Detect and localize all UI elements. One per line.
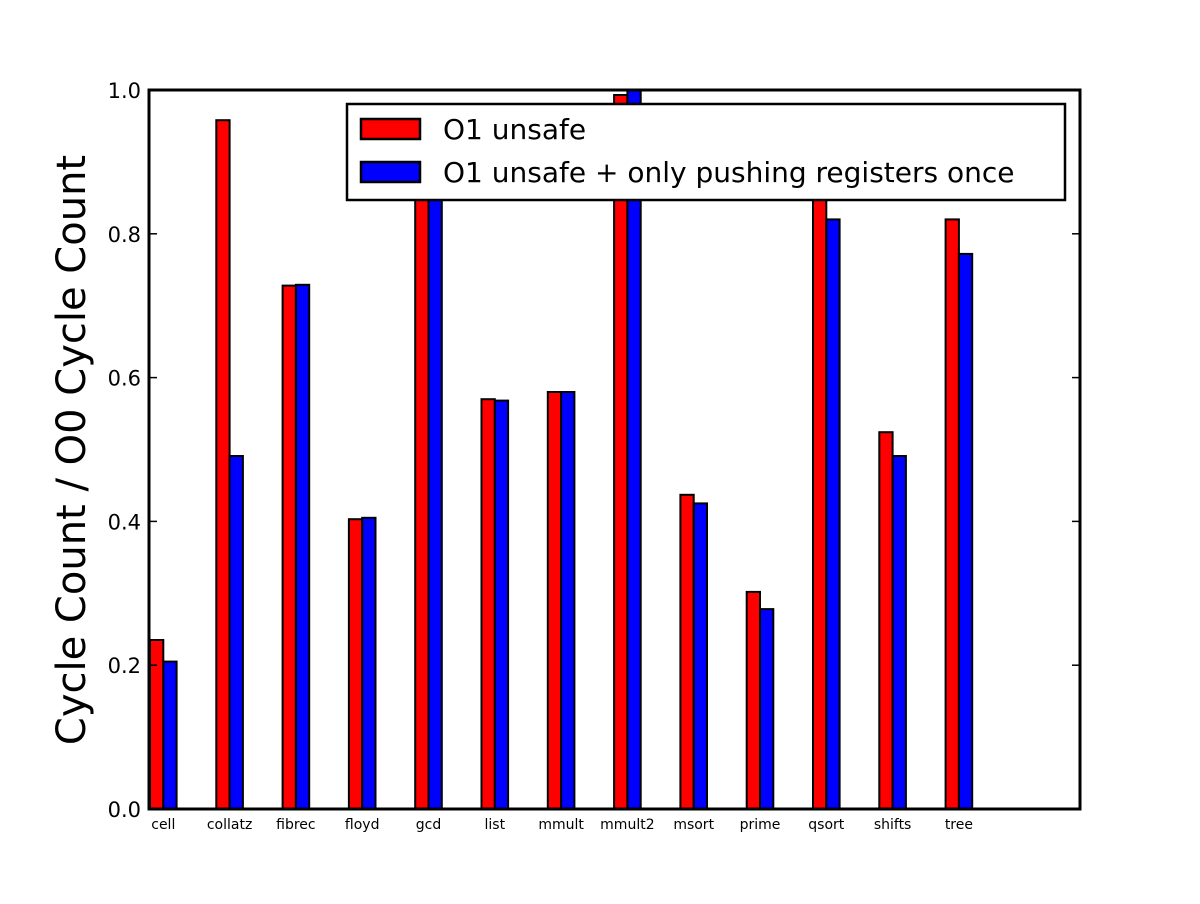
x-tick-label-floyd: floyd (345, 817, 380, 833)
bar-gcd-series-0 (414, 157, 430, 811)
bar-mmult-series-1 (560, 391, 576, 810)
bar-floyd-series-0 (347, 518, 364, 810)
bar-collatz-series-0 (215, 119, 231, 810)
x-tick-label-fibrec: fibrec (276, 817, 315, 833)
x-tick-label-cell: cell (151, 817, 175, 833)
x-tick-label-list: list (485, 817, 506, 833)
legend-label-o1-unsafe-push-once: O1 unsafe + only pushing registers once (443, 156, 1014, 189)
x-tick-label-mmult: mmult (538, 817, 584, 833)
y-axis-label: Cycle Count / O0 Cycle Count (49, 155, 95, 745)
bar-msort-series-0 (679, 493, 695, 810)
bar-mmult2-series-0 (613, 94, 629, 810)
bar-mmult-series-0 (546, 391, 563, 810)
bar-floyd-series-1 (361, 516, 377, 810)
bar-prime-series-0 (745, 590, 762, 811)
bar-list-series-1 (493, 399, 510, 810)
bar-prime-series-1 (759, 608, 775, 810)
y-tick-label-2: 0.4 (108, 510, 141, 534)
x-tick-label-qsort: qsort (808, 817, 845, 833)
y-tick-label-0: 0.0 (108, 798, 141, 822)
bar-list-series-0 (480, 398, 496, 810)
bar-msort-series-1 (692, 502, 709, 810)
legend-label-o1-unsafe: O1 unsafe (443, 113, 586, 146)
bar-qsort-series-0 (812, 175, 828, 811)
y-tick-label-4: 0.8 (108, 223, 141, 247)
legend-swatch-o1-unsafe (359, 117, 422, 141)
bar-qsort-series-1 (825, 218, 841, 810)
legend-box (345, 102, 1067, 202)
ticks-layer: cell collatz fibrec floyd gcd list mmult mmult2… (108, 79, 1080, 833)
bar-cell-series-1 (162, 660, 178, 810)
x-tick-label-prime: prime (740, 817, 781, 833)
x-tick-label-collatz: collatz (207, 817, 252, 833)
bar-shifts-series-0 (878, 431, 894, 810)
legend: O1 unsafe O1 unsafe + only pushing regis… (345, 102, 1067, 202)
x-tick-label-tree: tree (945, 817, 973, 833)
x-tick-label-gcd: gcd (416, 817, 441, 833)
y-tick-label-5: 1.0 (108, 79, 141, 103)
bar-tree-series-1 (957, 252, 974, 810)
plot-frame (147, 88, 1082, 811)
y-tick-label-3: 0.6 (108, 367, 141, 391)
bar-shifts-series-1 (891, 455, 907, 810)
x-tick-label-msort: msort (673, 817, 714, 833)
bar-fibrec-series-1 (294, 283, 311, 810)
bar-gcd-series-1 (427, 164, 443, 810)
bar-fibrec-series-0 (281, 284, 297, 811)
bar-collatz-series-1 (228, 455, 244, 810)
x-tick-label-shifts: shifts (874, 817, 912, 833)
y-tick-label-1: 0.2 (108, 654, 141, 678)
bar-tree-series-0 (944, 218, 960, 810)
x-tick-label-mmult2: mmult2 (600, 817, 654, 833)
legend-swatch-o1-unsafe-push-once (359, 160, 422, 184)
